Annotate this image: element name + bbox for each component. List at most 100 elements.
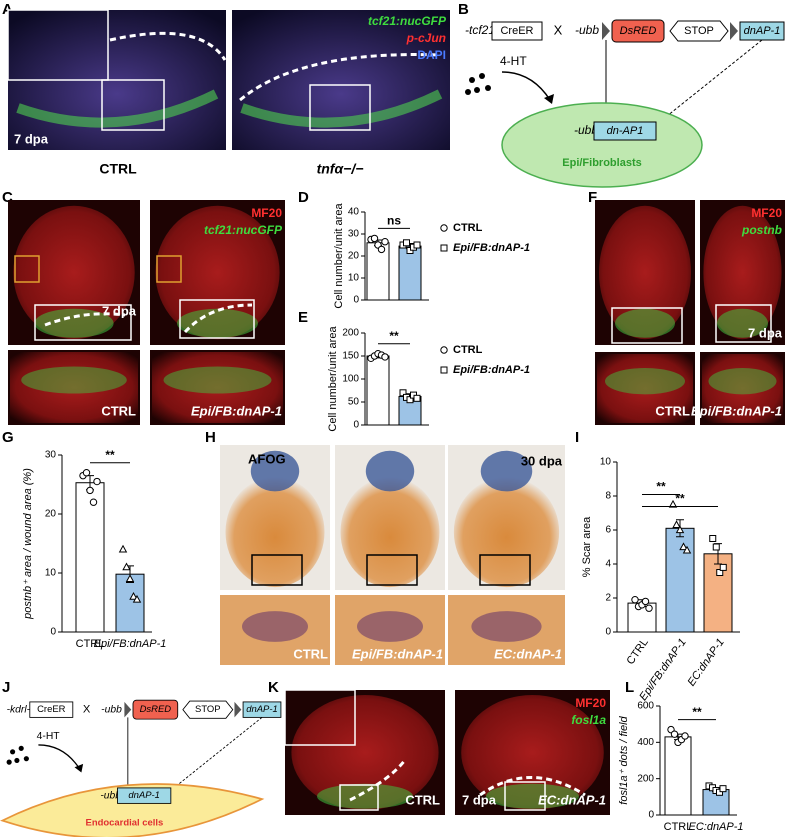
y-tick-label: 6 bbox=[605, 525, 611, 536]
drug-dot bbox=[469, 77, 475, 83]
inset-box bbox=[339, 784, 379, 811]
y-tick-label: 150 bbox=[342, 351, 359, 362]
inset-box bbox=[34, 304, 132, 341]
gfp-signal bbox=[163, 366, 272, 394]
bar bbox=[366, 355, 390, 426]
inset-box bbox=[715, 304, 772, 343]
panel-label: B bbox=[458, 1, 469, 18]
gfp-signal bbox=[21, 366, 127, 394]
significance-label: ns bbox=[387, 214, 401, 228]
y-tick-label: 2 bbox=[605, 593, 611, 604]
y-tick-label: 10 bbox=[348, 273, 360, 284]
data-point bbox=[440, 366, 448, 374]
y-tick-label: 20 bbox=[348, 251, 360, 262]
tissue bbox=[13, 205, 135, 340]
label: -ubb bbox=[101, 704, 122, 715]
inset-box bbox=[179, 299, 255, 339]
label: MF20 bbox=[575, 696, 606, 710]
inset-box bbox=[366, 554, 418, 586]
data-point bbox=[132, 594, 142, 603]
significance-label: ** bbox=[105, 448, 115, 462]
label: dn-AP1 bbox=[607, 125, 644, 137]
scar bbox=[242, 611, 308, 642]
data-point bbox=[672, 520, 681, 528]
legend-label: Epi/FB:dnAP-1 bbox=[453, 242, 530, 254]
drug-dot bbox=[465, 89, 471, 95]
data-point bbox=[403, 239, 410, 247]
significance-label: ** bbox=[656, 480, 666, 494]
data-point bbox=[118, 544, 128, 553]
y-tick-label: 0 bbox=[605, 627, 611, 638]
y-tick-label: 0 bbox=[353, 420, 359, 431]
y-tick-label: 400 bbox=[637, 737, 654, 748]
panel-label: J bbox=[2, 679, 10, 696]
panel-label: D bbox=[298, 189, 309, 206]
y-tick-label: 200 bbox=[342, 328, 359, 339]
scar bbox=[471, 611, 542, 642]
y-tick-label: 600 bbox=[637, 701, 654, 712]
label: DsRED bbox=[140, 704, 172, 715]
arrow bbox=[38, 744, 81, 770]
bar bbox=[115, 573, 145, 633]
label: tcf21:nucGFP bbox=[368, 14, 447, 28]
label: dnAP-1 bbox=[744, 25, 781, 37]
tissue bbox=[453, 476, 560, 588]
label: postnb bbox=[741, 223, 782, 237]
wound-line bbox=[44, 312, 126, 327]
y-axis-label: Cell number/unit area bbox=[327, 326, 339, 432]
data-point bbox=[712, 543, 720, 551]
data-point bbox=[440, 224, 448, 232]
label: 7 dpa bbox=[14, 131, 49, 146]
panel-label: L bbox=[625, 679, 634, 696]
y-tick-label: 4 bbox=[605, 559, 611, 570]
inset-box bbox=[101, 79, 165, 131]
data-point bbox=[125, 574, 135, 582]
loxp bbox=[124, 701, 132, 718]
cell bbox=[501, 102, 703, 188]
drug-dot bbox=[14, 757, 20, 763]
significance-label: ** bbox=[692, 705, 702, 719]
label: 7 dpa bbox=[102, 303, 137, 318]
panel-label: C bbox=[2, 189, 13, 206]
data-point bbox=[679, 542, 688, 551]
label: 30 dpa bbox=[521, 453, 563, 468]
construct-diagram: -kdrl- CreER X -ubb DsRED STOP dnAP-1 4-HT -ubb d… bbox=[0, 699, 282, 837]
label: MF20 bbox=[251, 206, 282, 220]
wound-line bbox=[109, 31, 227, 61]
y-axis-label: Cell number/unit area bbox=[333, 203, 345, 309]
data-point bbox=[668, 499, 678, 508]
bar bbox=[664, 736, 692, 816]
y-axis-label: % Scar area bbox=[581, 516, 593, 577]
loxp bbox=[730, 22, 738, 40]
label: X bbox=[554, 22, 563, 37]
y-tick-label: 40 bbox=[348, 207, 360, 218]
bar bbox=[703, 553, 733, 633]
stop-box bbox=[182, 700, 234, 719]
label: CTRL bbox=[101, 403, 136, 418]
tissue bbox=[599, 205, 691, 340]
bar bbox=[366, 242, 390, 301]
data-point bbox=[631, 596, 639, 604]
inset-box bbox=[504, 781, 546, 811]
label: -tcf21- bbox=[465, 23, 499, 37]
tissue bbox=[291, 695, 439, 810]
stop-box bbox=[669, 20, 729, 42]
label: DsRED bbox=[620, 25, 657, 37]
label: fosl1a bbox=[571, 713, 606, 727]
inset-box bbox=[7, 9, 109, 81]
data-point bbox=[681, 732, 689, 740]
label: CTRL bbox=[655, 403, 690, 418]
label: p-cJun bbox=[406, 31, 446, 45]
panel-label: G bbox=[2, 429, 14, 446]
label: tcf21:nucGFP bbox=[204, 223, 283, 237]
label: -ubb bbox=[574, 123, 598, 137]
inset-box bbox=[309, 84, 371, 131]
arrowhead bbox=[544, 94, 554, 104]
drug-dot bbox=[23, 756, 29, 762]
drug-dot bbox=[479, 73, 485, 79]
gfp-signal bbox=[177, 308, 258, 338]
panel-label: E bbox=[298, 309, 308, 326]
x-tick-label: CTRL bbox=[625, 637, 651, 667]
inset-box bbox=[251, 554, 303, 586]
x-tick-label: Epi/FB:dnAP-1 bbox=[94, 638, 167, 650]
